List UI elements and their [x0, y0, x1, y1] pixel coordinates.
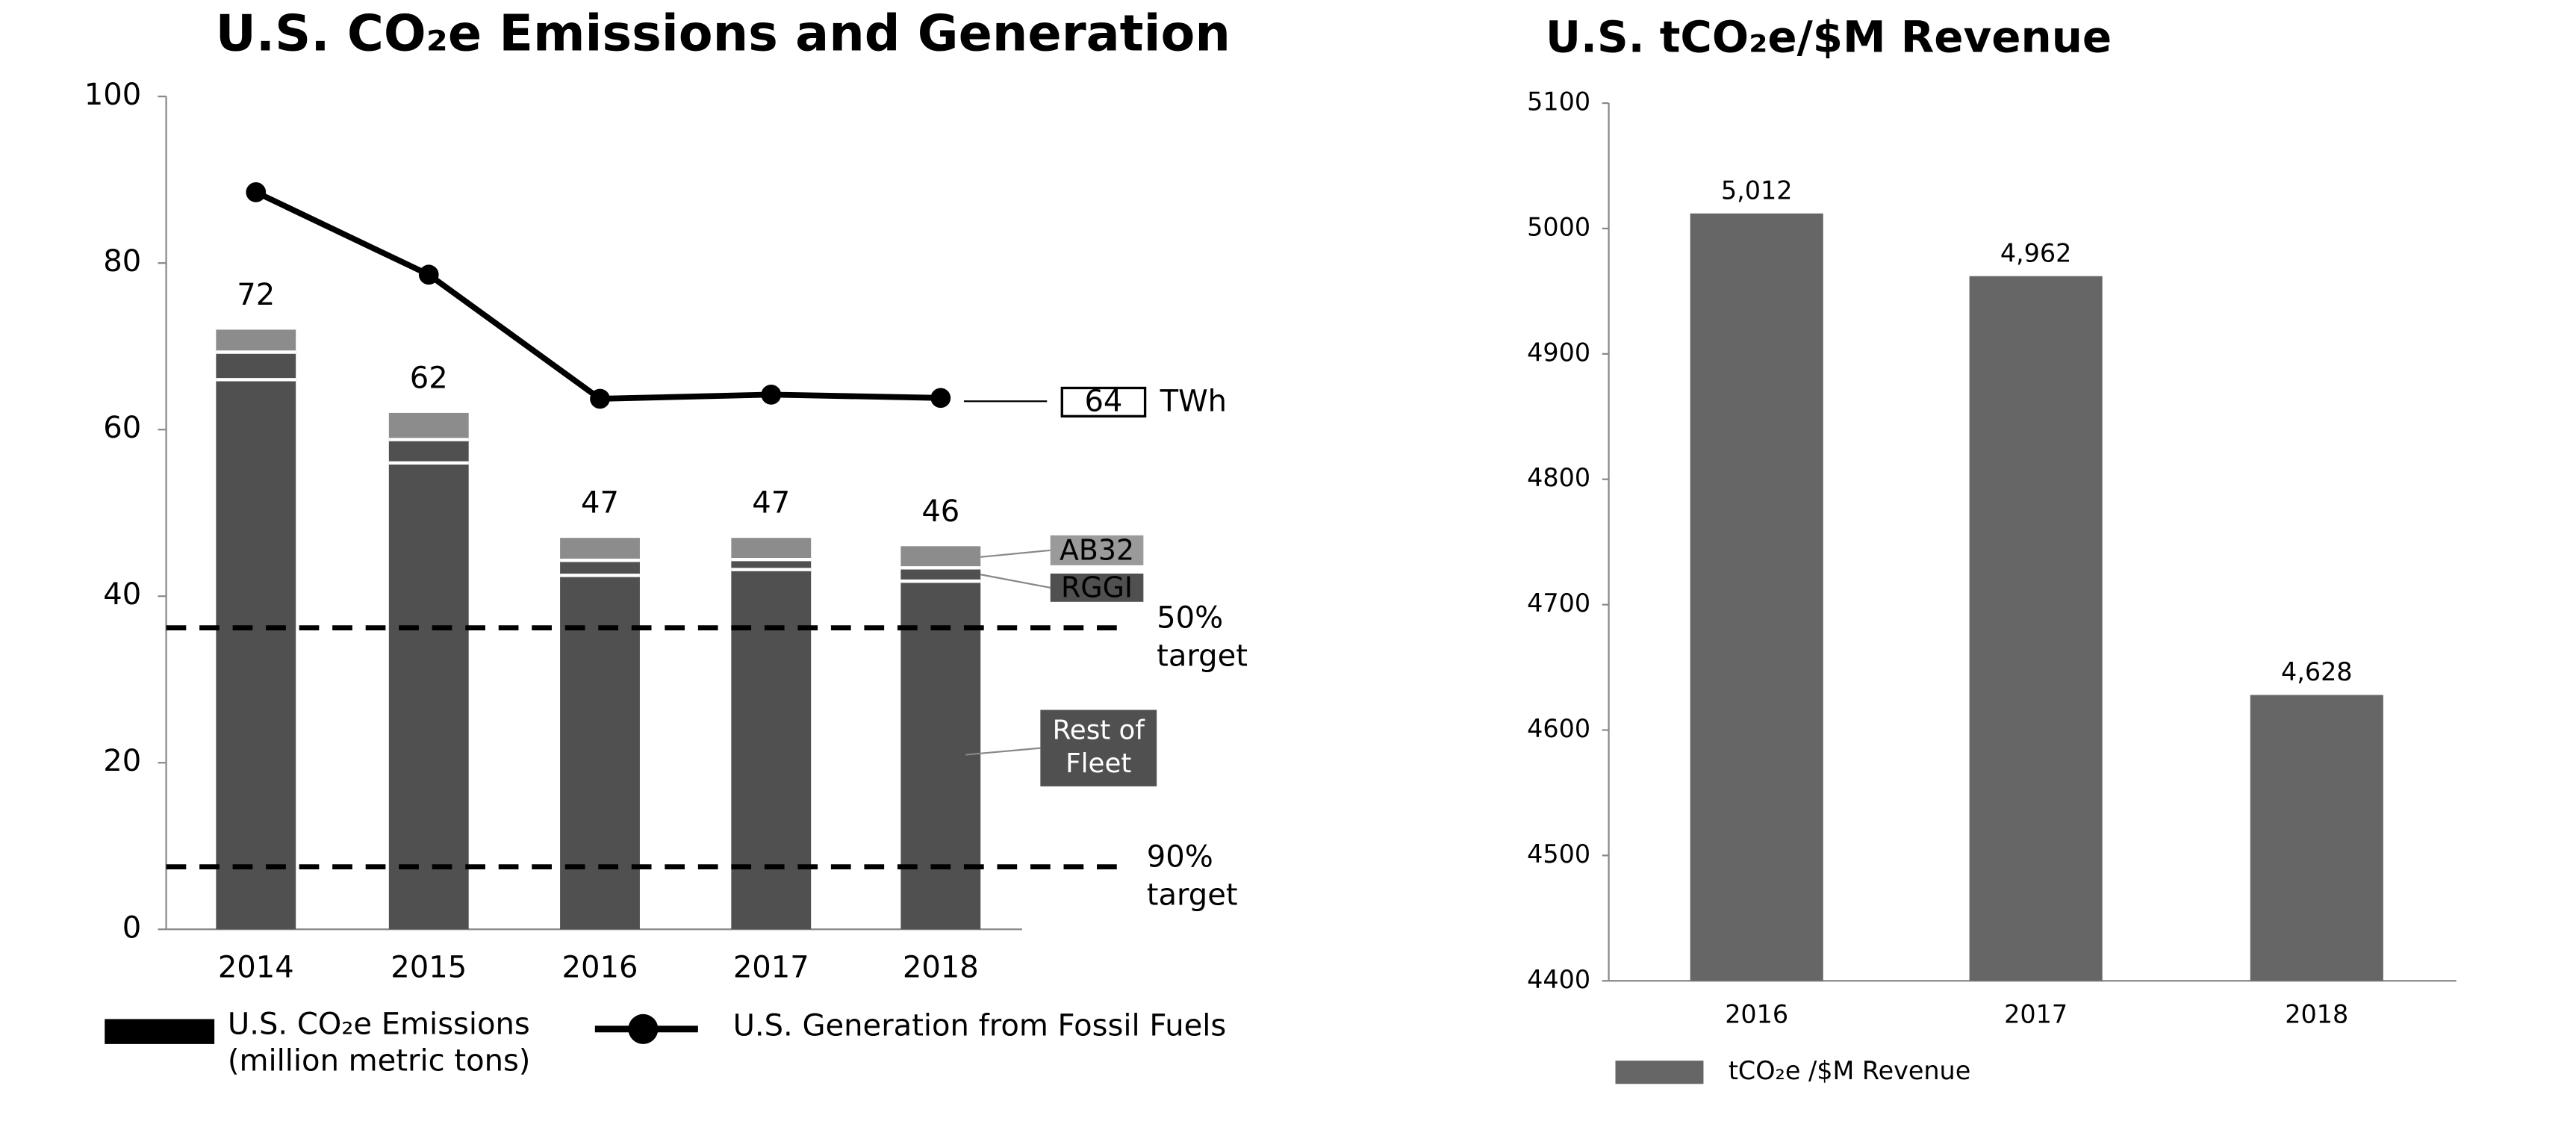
- series-label-box: [1050, 573, 1144, 602]
- x-tick-label: 2017: [733, 951, 809, 985]
- y-tick-label: 5000: [1527, 212, 1590, 241]
- generation-point: [418, 264, 439, 285]
- bar-segment: [560, 575, 640, 930]
- generation-point: [590, 388, 610, 409]
- end-label-box: [1060, 386, 1147, 417]
- y-tick-label: 80: [103, 244, 141, 279]
- total-label: 46: [921, 494, 959, 529]
- bar-segment: [388, 462, 469, 930]
- x-tick-label: 2018: [2285, 1000, 2348, 1029]
- total-label: 47: [752, 486, 790, 521]
- x-tick-label: 2014: [218, 951, 294, 985]
- bar-segment: [731, 559, 812, 570]
- y-tick-label: 0: [122, 910, 141, 945]
- bar-segment: [900, 568, 981, 582]
- legend-label: U.S. CO₂e Emissions: [228, 1007, 530, 1041]
- series-connector: [965, 747, 1041, 756]
- bar-segment: [216, 352, 296, 380]
- bar-segment: [731, 569, 812, 930]
- y-tick-label: 5100: [1527, 87, 1590, 117]
- target-label: target: [1147, 878, 1238, 913]
- generation-line: [255, 189, 941, 402]
- bar-segment: [388, 412, 469, 440]
- series-label: Rest of Fleet: [1053, 715, 1146, 779]
- total-label: 72: [237, 278, 275, 312]
- generation-point: [246, 182, 267, 202]
- legend-swatch: [1615, 1061, 1704, 1084]
- legend-label: U.S. Generation from Fossil Fuels: [733, 1009, 1227, 1043]
- x-tick-label: 2017: [2004, 1000, 2068, 1029]
- y-tick-label: 100: [84, 78, 141, 112]
- legend-label: (million metric tons): [228, 1043, 531, 1078]
- total-label: 47: [581, 486, 619, 521]
- generation-point: [761, 385, 782, 405]
- series-label-box: [1040, 710, 1157, 786]
- x-tick-label: 2016: [1725, 1000, 1788, 1029]
- total-label: 62: [410, 361, 448, 395]
- series-connector: [980, 549, 1051, 558]
- series-label: AB32: [1060, 534, 1134, 567]
- bar: [1969, 276, 2103, 981]
- y-tick-label: 4600: [1527, 714, 1590, 743]
- y-tick-label: 40: [103, 577, 141, 612]
- target-label: 90%: [1147, 840, 1213, 875]
- legend-label: tCO₂e /$M Revenue: [1729, 1056, 1970, 1085]
- y-tick-label: 4900: [1527, 338, 1590, 367]
- series-label: RGGI: [1061, 571, 1133, 604]
- y-tick-label: 4700: [1527, 589, 1590, 618]
- series-label-box: [1050, 535, 1144, 565]
- y-tick-label: 4800: [1527, 463, 1590, 492]
- target-label: target: [1157, 639, 1248, 674]
- bar-segment: [388, 439, 469, 463]
- y-tick-label: 4500: [1527, 839, 1590, 869]
- series-connector: [980, 574, 1051, 589]
- target-label: 50%: [1157, 600, 1223, 635]
- value-label: 5,012: [1721, 176, 1793, 205]
- value-label: 4,628: [2281, 657, 2353, 686]
- x-tick-label: 2015: [391, 951, 467, 985]
- y-tick-label: 4400: [1527, 965, 1590, 994]
- legend-swatch: [105, 1019, 215, 1044]
- bar-segment: [731, 538, 812, 560]
- legend-marker: [628, 1014, 659, 1044]
- chart-title: U.S. tCO₂e/$M Revenue: [1546, 12, 2112, 63]
- end-unit: TWh: [1160, 385, 1227, 419]
- bar: [2250, 695, 2383, 981]
- bar-segment: [216, 379, 296, 930]
- chart-title: U.S. CO₂e Emissions and Generation: [216, 4, 1231, 63]
- value-label: 4,962: [2000, 238, 2072, 267]
- y-tick-label: 20: [103, 744, 141, 778]
- bar: [1690, 213, 1823, 981]
- bar-segment: [560, 538, 640, 561]
- bar-segment: [900, 546, 981, 568]
- bar-segment: [560, 560, 640, 576]
- generation-point: [930, 388, 951, 409]
- x-tick-label: 2018: [903, 951, 979, 985]
- bar-segment: [216, 329, 296, 353]
- y-tick-label: 60: [103, 411, 141, 445]
- x-tick-label: 2016: [562, 951, 638, 985]
- end-label: 64: [1084, 385, 1122, 419]
